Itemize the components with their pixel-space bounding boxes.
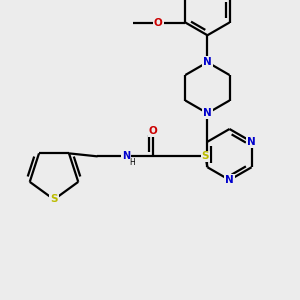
Text: N: N bbox=[247, 137, 256, 147]
Text: N: N bbox=[225, 175, 234, 185]
Text: O: O bbox=[148, 126, 158, 136]
Text: S: S bbox=[202, 152, 209, 161]
Text: O: O bbox=[154, 17, 163, 28]
Text: H: H bbox=[130, 158, 136, 167]
Text: N: N bbox=[122, 152, 130, 161]
Text: S: S bbox=[50, 194, 58, 205]
Text: N: N bbox=[203, 108, 212, 118]
Text: N: N bbox=[203, 57, 212, 67]
